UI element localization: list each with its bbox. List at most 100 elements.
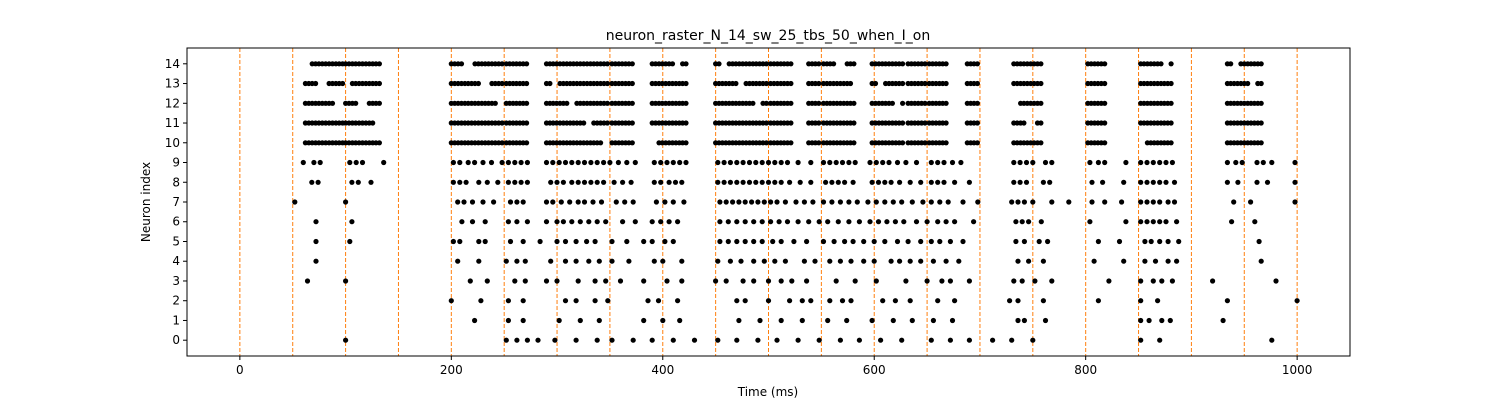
- spike-point-511: [833, 159, 839, 166]
- spike-point-471: [505, 159, 511, 166]
- spike-point-198: [641, 238, 647, 245]
- spike-point-209: [778, 238, 784, 245]
- spike-point-54: [1042, 317, 1049, 324]
- spike-point-1288: [1102, 100, 1108, 106]
- spike-point-159: [812, 258, 818, 264]
- spike-point-13: [715, 337, 721, 343]
- spike-point-323: [662, 199, 668, 205]
- spike-point-491: [664, 159, 670, 166]
- spike-point-67: [605, 298, 611, 304]
- spike-point-341: [829, 199, 835, 205]
- spike-point-49: [909, 317, 915, 324]
- spike-point-448: [1150, 179, 1156, 185]
- spike-point-333: [761, 199, 767, 205]
- spike-point-499: [740, 159, 746, 166]
- spike-point-535: [1102, 159, 1108, 166]
- spike-point-529: [1023, 159, 1030, 166]
- spike-point-871: [629, 80, 635, 87]
- spike-point-143: [573, 258, 579, 264]
- spike-point-82: [907, 298, 913, 304]
- spike-point-16: [774, 337, 780, 343]
- spike-point-255: [632, 219, 638, 225]
- spike-point-498: [734, 159, 740, 166]
- spike-point-305: [469, 199, 476, 205]
- spike-point-81: [892, 298, 899, 304]
- spike-point-402: [651, 179, 657, 185]
- spike-point-1186: [943, 140, 949, 146]
- spike-point-404: [666, 179, 672, 185]
- spike-point-350: [909, 199, 915, 205]
- spike-point-444: [1100, 179, 1106, 185]
- spike-point-196: [609, 238, 615, 245]
- spike-point-1038: [788, 61, 794, 67]
- spike-point-24: [947, 337, 954, 343]
- spike-point-334: [768, 199, 774, 205]
- spike-point-440: [1023, 179, 1030, 185]
- spike-point-188: [507, 238, 514, 245]
- spike-point-352: [928, 199, 934, 205]
- spike-point-313: [558, 199, 564, 205]
- spike-point-464: [450, 159, 456, 166]
- spike-point-376: [315, 179, 321, 185]
- spike-point-224: [947, 238, 954, 245]
- y-tick-label-8: 8: [172, 175, 180, 189]
- spike-point-398: [601, 179, 607, 185]
- spike-point-1245: [1038, 120, 1044, 126]
- spike-point-338: [801, 199, 808, 205]
- spike-point-460: [347, 159, 353, 166]
- spike-point-1124: [900, 120, 906, 126]
- spike-point-125: [1019, 278, 1025, 284]
- spike-point-55: [1138, 317, 1144, 324]
- y-tick-label-9: 9: [172, 156, 180, 170]
- spike-point-538: [1144, 159, 1150, 166]
- spike-point-321: [630, 199, 636, 205]
- spike-point-53: [1021, 317, 1027, 324]
- spike-point-519: [894, 159, 901, 166]
- spike-point-157: [782, 258, 789, 264]
- spike-point-309: [514, 199, 520, 205]
- spike-point-109: [723, 278, 729, 284]
- spike-point-229: [1045, 238, 1051, 245]
- spike-point-443: [1089, 179, 1095, 185]
- spike-point-484: [601, 159, 607, 166]
- spike-point-14: [734, 337, 740, 343]
- spike-point-187: [482, 238, 488, 245]
- spike-point-516: [873, 159, 879, 166]
- spike-point-329: [736, 199, 742, 205]
- spike-point-90: [1155, 298, 1161, 304]
- spike-point-292: [1123, 219, 1129, 225]
- spike-point-411: [740, 179, 746, 185]
- spike-point-142: [562, 258, 569, 264]
- spike-point-100: [554, 278, 560, 284]
- spike-point-721: [499, 61, 505, 67]
- spike-point-385: [495, 179, 501, 185]
- spike-point-283: [935, 219, 941, 225]
- spike-point-339: [810, 199, 816, 205]
- spike-point-41: [736, 317, 742, 324]
- spike-point-446: [1138, 179, 1144, 185]
- spike-point-136: [455, 258, 461, 264]
- spike-point-457: [300, 159, 306, 166]
- spike-point-1134: [872, 80, 879, 87]
- spike-point-69: [655, 298, 662, 304]
- spike-point-268: [784, 219, 791, 225]
- spike-point-415: [765, 179, 772, 185]
- spike-point-94: [343, 278, 349, 284]
- spike-point-7: [594, 337, 600, 343]
- plot-frame: [186, 47, 1351, 357]
- spike-point-337: [793, 199, 799, 205]
- spike-point-466: [465, 159, 471, 166]
- spike-point-148: [651, 258, 657, 264]
- spike-point-495: [715, 159, 721, 166]
- spike-point-502: [759, 159, 765, 166]
- spike-point-462: [359, 159, 366, 166]
- spike-point-345: [865, 199, 871, 205]
- spike-point-528: [1017, 159, 1023, 166]
- spike-point-389: [524, 179, 531, 185]
- spike-point-975: [763, 100, 770, 106]
- spike-point-135: [313, 258, 319, 264]
- spike-point-184: [450, 238, 456, 245]
- spike-point-238: [313, 219, 319, 225]
- spike-point-433: [928, 179, 934, 185]
